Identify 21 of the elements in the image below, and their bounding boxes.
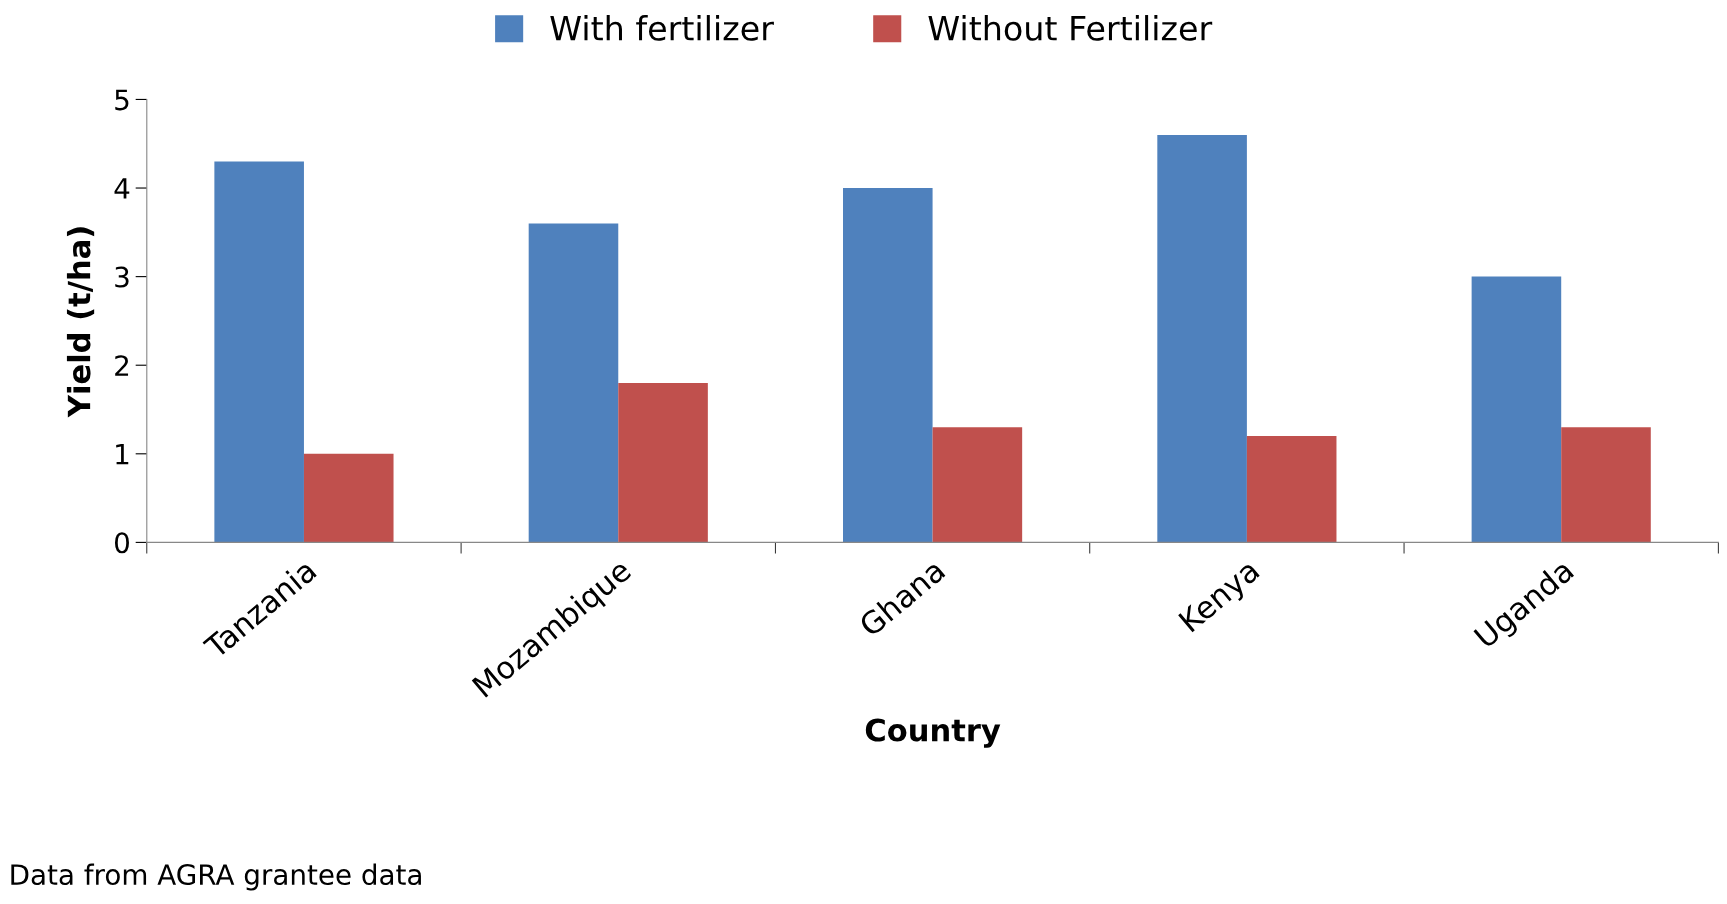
y-tick-label: 0 [114, 532, 129, 554]
y-axis-title: Yield (t/ha) [66, 227, 95, 418]
bar [618, 382, 708, 543]
bar [932, 427, 1023, 543]
y-tick-label: 4 [114, 178, 130, 199]
bar [1471, 276, 1562, 543]
y-tick-label: 1 [116, 444, 129, 465]
legend-label: Without Fertilizer [928, 15, 1213, 41]
bar [528, 223, 619, 543]
bar [1561, 427, 1651, 543]
legend-label: With fertilizer [550, 15, 774, 41]
y-tick-label: 5 [115, 89, 129, 111]
bar [1157, 134, 1247, 543]
bar [214, 161, 304, 543]
text: Data from AGRA grantee data [11, 863, 421, 891]
bar [1246, 436, 1337, 543]
bar [843, 188, 933, 543]
bar [303, 453, 394, 543]
y-tick-label: 2 [115, 355, 129, 376]
x-axis-title: Country [865, 718, 1001, 748]
y-tick-label: 3 [115, 266, 129, 288]
